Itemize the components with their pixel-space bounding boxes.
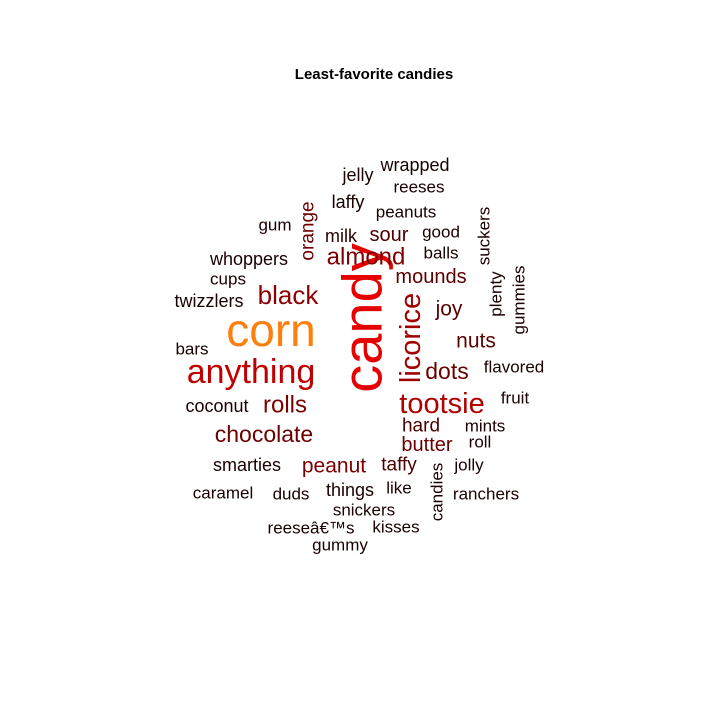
word-taffy: taffy [381, 455, 417, 476]
word-bars: bars [175, 340, 208, 359]
word-butter: butter [401, 434, 452, 456]
word-anything: anything [187, 353, 316, 391]
chart-title: Least-favorite candies [295, 66, 453, 83]
word-roll: roll [469, 433, 492, 452]
word-twizzlers: twizzlers [174, 291, 243, 311]
word-sour: sour [370, 224, 409, 246]
word-milk: milk [325, 226, 358, 246]
word-snickers: snickers [333, 501, 395, 520]
word-suckers: suckers [475, 207, 494, 266]
word-joy: joy [435, 298, 463, 321]
word-peanut: peanut [302, 455, 366, 478]
word-candy: candy [331, 243, 394, 392]
word-mounds: mounds [395, 266, 466, 288]
word-tootsie: tootsie [399, 388, 484, 420]
word-whoppers: whoppers [209, 249, 288, 269]
word-things: things [326, 480, 374, 500]
word-fruit: fruit [501, 389, 530, 408]
word-hard: hard [402, 416, 440, 437]
word-dots: dots [425, 358, 468, 384]
word-orange: orange [298, 201, 319, 260]
word-laffy: laffy [332, 192, 365, 212]
word-jelly: jelly [341, 165, 373, 185]
word-reeses: reeses [393, 178, 444, 197]
word-reese-s: reeseâ€™s [268, 519, 355, 538]
word-candies: candies [428, 463, 447, 522]
word-cups: cups [210, 270, 246, 289]
word-gum: gum [258, 216, 291, 235]
word-peanuts: peanuts [376, 203, 437, 222]
word-almond: almond [327, 244, 406, 271]
word-gummies: gummies [510, 266, 529, 335]
word-good: good [422, 223, 460, 242]
word-black: black [258, 280, 320, 310]
word-duds: duds [273, 485, 310, 504]
word-corn: corn [226, 304, 315, 356]
word-coconut: coconut [185, 396, 248, 416]
word-kisses: kisses [372, 518, 419, 537]
word-smarties: smarties [213, 455, 281, 475]
word-chocolate: chocolate [215, 421, 313, 447]
word-jolly: jolly [453, 456, 484, 475]
word-mints: mints [465, 417, 506, 436]
word-rolls: rolls [263, 392, 307, 419]
word-wrapped: wrapped [379, 155, 449, 175]
word-licorice: licorice [395, 293, 427, 383]
word-like: like [386, 479, 412, 498]
word-nuts: nuts [456, 330, 496, 353]
word-balls: balls [424, 244, 459, 263]
word-plenty: plenty [487, 271, 506, 317]
word-caramel: caramel [193, 484, 253, 503]
word-ranchers: ranchers [453, 485, 519, 504]
word-flavored: flavored [484, 358, 544, 377]
word-gummy: gummy [312, 536, 368, 555]
